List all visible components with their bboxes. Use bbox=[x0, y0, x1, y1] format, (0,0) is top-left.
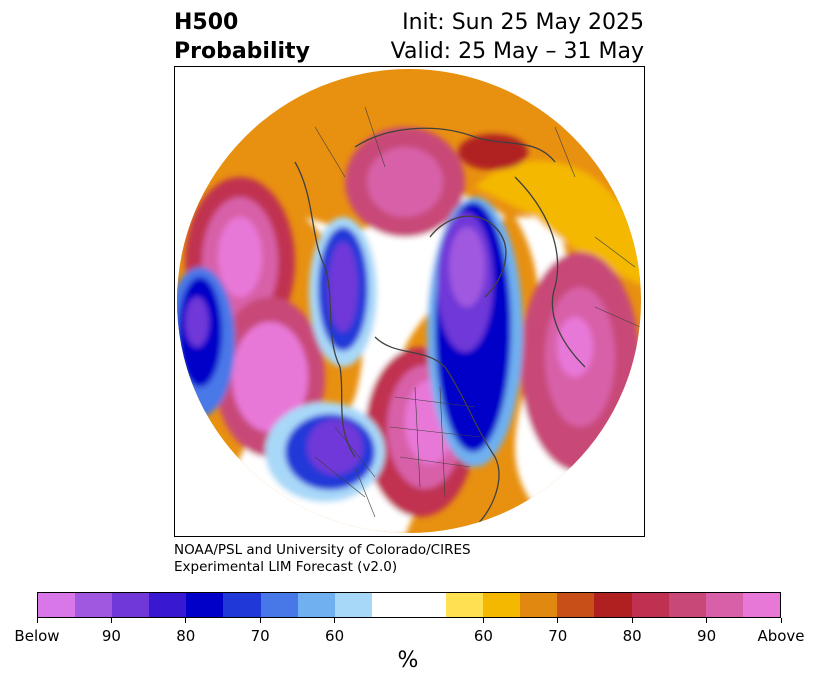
colorbar-tick bbox=[110, 618, 112, 623]
title-right: Init: Sun 25 May 2025 Valid: 25 May – 31… bbox=[391, 8, 644, 66]
colorbar-tick bbox=[706, 618, 708, 623]
colorbar-segment bbox=[705, 593, 743, 617]
colorbar-tick bbox=[780, 618, 782, 623]
init-date: Init: Sun 25 May 2025 bbox=[402, 10, 644, 35]
credit-line-2: Experimental LIM Forecast (v2.0) bbox=[174, 559, 398, 575]
colorbar-segment bbox=[371, 593, 409, 617]
colorbar-segment bbox=[334, 593, 372, 617]
map-panel bbox=[174, 66, 645, 537]
colorbar-segment bbox=[297, 593, 335, 617]
valid-range: Valid: 25 May – 31 May bbox=[390, 39, 644, 64]
colorbar-segment bbox=[742, 593, 780, 617]
colorbar-segment bbox=[75, 593, 113, 617]
colorbar-tick-label: 60 bbox=[473, 627, 493, 645]
title-variable: H500 bbox=[174, 10, 239, 35]
colorbar-segment bbox=[112, 593, 150, 617]
colorbar-tick-label: 60 bbox=[325, 627, 345, 645]
credit-line-1: NOAA/PSL and University of Colorado/CIRE… bbox=[174, 542, 471, 558]
colorbar-segment bbox=[631, 593, 669, 617]
colorbar-tick-label: 80 bbox=[622, 627, 642, 645]
colorbar-segment bbox=[557, 593, 595, 617]
colorbar-tick bbox=[259, 618, 261, 623]
colorbar bbox=[37, 592, 781, 618]
title-left: H500 Probability bbox=[174, 8, 310, 66]
colorbar-unit: % bbox=[397, 648, 419, 673]
title-product: Probability bbox=[174, 39, 310, 64]
colorbar-tick bbox=[557, 618, 559, 623]
colorbar-tick-label: 80 bbox=[176, 627, 196, 645]
yellow-band-north bbox=[475, 160, 641, 287]
colorbar-tick-label: 70 bbox=[548, 627, 568, 645]
political-borders bbox=[314, 106, 641, 518]
colorbar-segment bbox=[149, 593, 187, 617]
colorbar-tick-label: Below bbox=[14, 627, 60, 645]
colorbar-segment bbox=[38, 593, 76, 617]
colorbar-tick bbox=[482, 618, 484, 623]
colorbar-segment bbox=[446, 593, 484, 617]
colorbar-tick bbox=[36, 618, 38, 623]
colorbar-tick bbox=[631, 618, 633, 623]
colorbar-tick-label: 70 bbox=[250, 627, 270, 645]
colorbar-segment bbox=[483, 593, 521, 617]
probability-map bbox=[177, 69, 641, 533]
colorbar-segment bbox=[186, 593, 224, 617]
colorbar-tick-label: 90 bbox=[697, 627, 717, 645]
colorbar-segment bbox=[260, 593, 298, 617]
colorbar-tick-label: Above bbox=[757, 627, 805, 645]
credit-text: NOAA/PSL and University of Colorado/CIRE… bbox=[174, 542, 471, 576]
colorbar-tick bbox=[185, 618, 187, 623]
colorbar-segment bbox=[594, 593, 632, 617]
colorbar-tick bbox=[334, 618, 336, 623]
colorbar-segment bbox=[408, 593, 447, 617]
colorbar-tick-label: 90 bbox=[101, 627, 121, 645]
colorbar-segment bbox=[223, 593, 261, 617]
colorbar-segment bbox=[520, 593, 558, 617]
colorbar-segment bbox=[668, 593, 706, 617]
